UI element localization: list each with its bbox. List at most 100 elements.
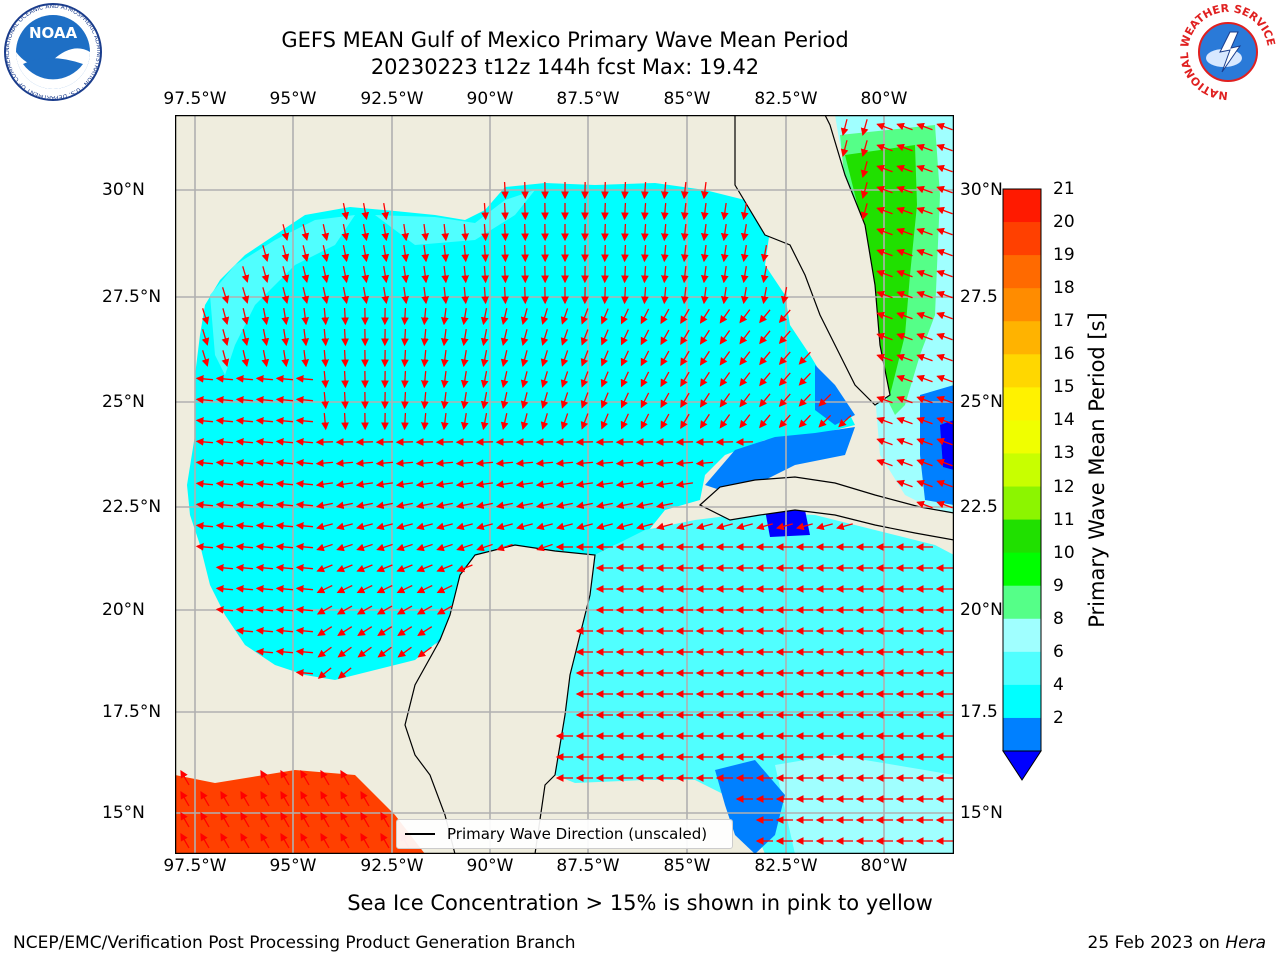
wave-arrow <box>660 350 670 367</box>
wave-arrow <box>321 245 330 263</box>
wave-arrow <box>560 350 569 367</box>
wave-arrow <box>295 563 314 572</box>
wave-arrow <box>275 521 294 530</box>
wave-arrow <box>916 311 933 320</box>
wave-arrow <box>300 790 310 807</box>
wave-arrow <box>455 480 474 489</box>
wave-arrow <box>401 244 410 263</box>
colorbar-extend-triangle <box>1002 750 1042 781</box>
wave-arrow <box>336 543 353 552</box>
wave-arrow <box>255 542 274 551</box>
wave-arrow <box>615 459 634 468</box>
wave-arrow <box>200 811 210 828</box>
wave-arrow <box>415 480 434 489</box>
wave-arrow <box>321 328 330 347</box>
wave-arrow <box>760 266 769 284</box>
wave-arrow <box>936 248 953 257</box>
wave-arrow <box>798 372 811 386</box>
wave-arrow <box>621 244 629 263</box>
wave-arrow <box>396 522 413 531</box>
wave-arrow <box>501 223 509 242</box>
wave-arrow <box>719 372 731 387</box>
lon-bottom-label: 95°W <box>269 856 317 876</box>
wave-arrow <box>719 393 731 408</box>
wave-arrow <box>621 181 629 200</box>
wave-arrow <box>240 832 250 849</box>
wave-arrow <box>235 374 254 383</box>
lon-bottom-label: 87.5°W <box>556 856 620 876</box>
wave-arrow <box>680 223 689 242</box>
wave-arrow <box>375 480 394 489</box>
wave-arrow <box>235 521 254 530</box>
wave-arrow <box>280 811 290 828</box>
wave-arrow <box>275 500 294 509</box>
wave-arrow <box>456 522 473 531</box>
wave-arrow <box>536 522 553 531</box>
wave-arrow <box>700 286 709 305</box>
wave-arrow <box>401 412 409 431</box>
wave-arrow <box>215 605 234 614</box>
wave-arrow <box>401 286 410 305</box>
wave-arrow <box>241 266 250 283</box>
wave-arrow <box>500 413 509 431</box>
footer-credit: NCEP/EMC/Verification Post Processing Pr… <box>13 933 576 953</box>
wave-arrow <box>660 265 669 284</box>
colorbar-segment <box>1003 552 1041 587</box>
wave-arrow <box>936 374 953 383</box>
wave-arrow <box>720 223 729 242</box>
wave-arrow <box>215 563 234 572</box>
wave-arrow <box>838 415 852 428</box>
wave-arrow <box>719 330 731 345</box>
wave-arrow <box>555 480 574 489</box>
wave-arrow <box>180 832 190 849</box>
wave-arrow <box>275 374 294 383</box>
wave-arrow <box>615 501 633 510</box>
colorbar-segment <box>1003 684 1041 719</box>
wave-arrow <box>699 329 710 345</box>
wave-arrow <box>580 350 589 367</box>
wave-arrow <box>798 393 811 407</box>
wave-arrow <box>501 265 509 284</box>
wave-arrow <box>460 391 469 410</box>
colorbar-tick-label: 18 <box>1053 278 1075 299</box>
wave-arrow <box>401 265 410 284</box>
lon-bottom-label: 97.5°W <box>163 856 227 876</box>
colorbar-tick-label: 6 <box>1053 641 1064 662</box>
wave-arrow <box>241 350 250 368</box>
wave-arrow <box>241 287 250 304</box>
wave-arrow <box>221 287 230 304</box>
wave-arrow <box>376 564 393 573</box>
wave-arrow <box>641 223 649 242</box>
colorbar-tick-label: 10 <box>1053 542 1075 563</box>
wave-arrow <box>916 248 933 257</box>
wave-arrow <box>759 309 771 324</box>
wave-arrow <box>860 161 869 178</box>
wave-arrow <box>460 412 469 431</box>
wave-arrow <box>295 437 314 446</box>
wave-arrow <box>215 542 234 551</box>
lat-right-label: 20°N <box>960 600 1003 620</box>
wave-arrow <box>595 501 613 510</box>
bahamas-dark <box>940 420 954 470</box>
wave-arrow <box>301 266 310 284</box>
wave-arrow <box>440 307 449 326</box>
wave-arrow <box>695 459 714 468</box>
wave-arrow <box>575 480 594 489</box>
wave-arrow <box>759 351 771 366</box>
wave-arrow <box>321 307 330 326</box>
wave-arrow <box>481 202 489 221</box>
wave-arrow <box>916 227 933 236</box>
wave-arrow <box>275 626 294 635</box>
wave-arrow <box>596 522 613 531</box>
wave-arrow <box>441 286 450 305</box>
colorbar <box>1002 188 1042 781</box>
wave-arrow <box>656 522 673 531</box>
wave-arrow <box>335 501 353 510</box>
wave-arrow <box>700 223 709 242</box>
wave-arrow <box>281 328 290 347</box>
wave-arrow <box>380 832 390 849</box>
wave-arrow <box>778 414 791 429</box>
wave-arrow <box>916 395 933 404</box>
wave-arrow <box>500 371 509 389</box>
wave-arrow <box>220 790 230 807</box>
